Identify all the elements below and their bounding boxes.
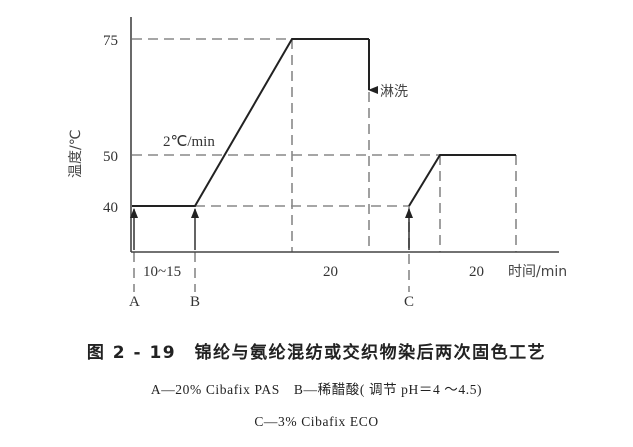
y-tick-40: 40: [103, 200, 118, 216]
dosing-arrows: [130, 208, 413, 250]
y-tick-50: 50: [103, 149, 118, 165]
y-axis-label: 温度/℃: [68, 130, 84, 178]
second-bath-line: [408, 154, 516, 207]
temperature-time-chart: 75 50 40 温度/℃ 2℃/min 淋洗 10~15 20 20 时间/m…: [68, 17, 567, 310]
figure-title: 图 2 - 19 锦纶与氨纶混纺或交织物染后两次固色工艺: [86, 343, 547, 363]
segment-2-duration: 20: [323, 264, 338, 280]
reference-lines: [132, 38, 517, 292]
first-bath-line: [132, 38, 369, 207]
mark-a: A: [129, 294, 140, 310]
rinse-label: 淋洗: [380, 84, 408, 100]
process-curve: [132, 38, 516, 207]
segment-1-duration: 10~15: [143, 264, 181, 280]
legend-line-1: A—20% Cibafix PAS B—稀醋酸( 调节 pH＝4 ～4.5): [150, 382, 483, 397]
mark-c: C: [404, 294, 414, 310]
mark-b: B: [190, 294, 200, 310]
x-axis-label: 时间/min: [508, 264, 567, 280]
ramp-rate-label: 2℃/min: [163, 134, 215, 150]
segment-3-duration: 20: [469, 264, 484, 280]
y-tick-75: 75: [103, 33, 118, 49]
legend-line-2: C—3% Cibafix ECO: [254, 414, 379, 429]
